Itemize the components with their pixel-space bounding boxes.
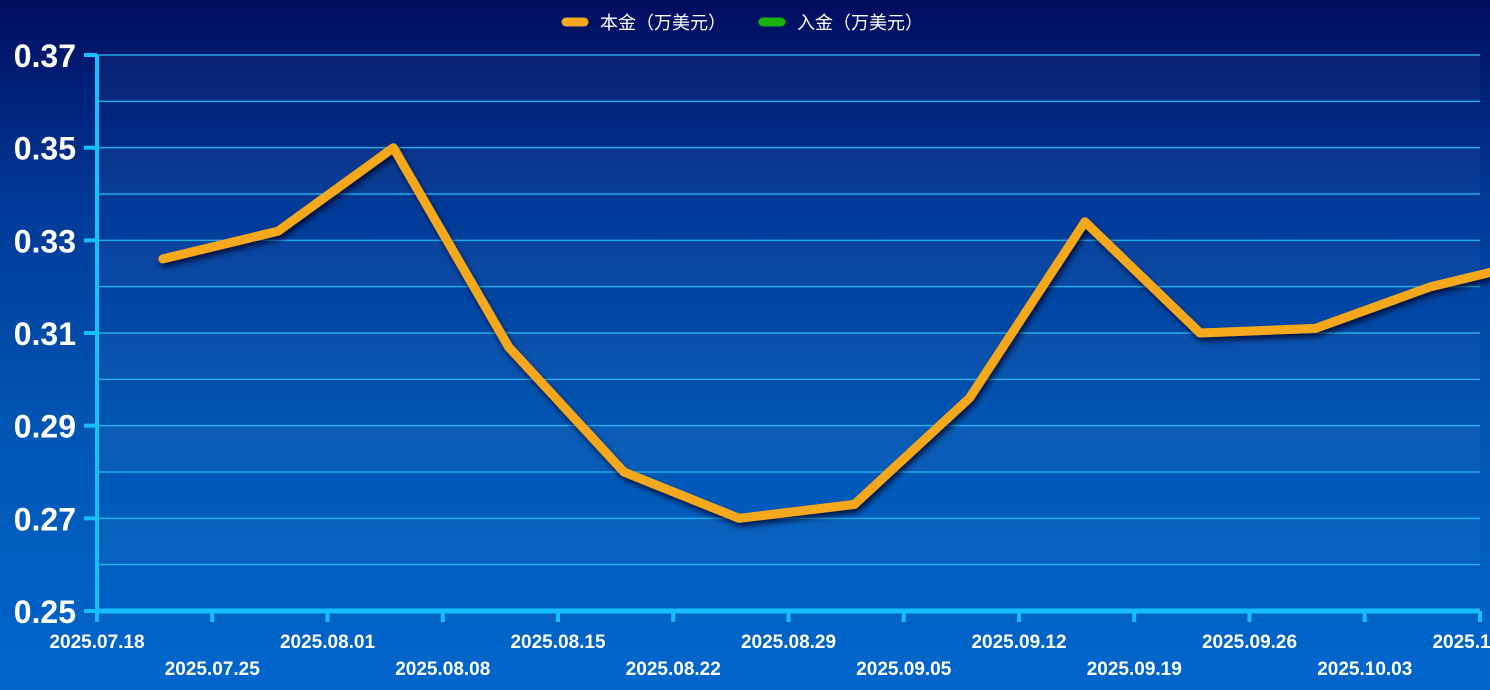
legend-item-series-1[interactable]: 入金（万美元） [758, 13, 923, 34]
y-tick-label: 0.27 [14, 501, 76, 537]
x-tick-label: 2025.10.03 [1317, 659, 1412, 680]
x-tick-label: 2025.08.22 [626, 659, 721, 680]
grid-lines [97, 54, 1480, 566]
grid-band [97, 148, 1480, 194]
x-tick-label: 2025.10.10 [1432, 632, 1490, 653]
legend-label-series-0: 本金（万美元） [600, 13, 726, 34]
x-tick-label: 2025.09.26 [1202, 632, 1297, 653]
x-tick-label: 2025.09.12 [971, 632, 1066, 653]
grid-band [97, 426, 1480, 472]
y-tick-label: 0.33 [14, 223, 76, 259]
legend-label-series-1: 入金（万美元） [797, 13, 923, 34]
series-line-0 [158, 143, 1490, 523]
grid-band [97, 333, 1480, 379]
x-tick-label: 2025.08.01 [280, 632, 376, 653]
y-tick-label: 0.29 [14, 409, 76, 445]
x-tick-label: 2025.07.25 [165, 659, 261, 680]
x-tick-label: 2025.08.29 [741, 632, 836, 653]
y-tick-label: 0.35 [14, 131, 76, 167]
x-tick-label: 2025.08.08 [395, 659, 490, 680]
grid-band [97, 240, 1480, 286]
legend-item-series-0[interactable]: 本金（万美元） [561, 13, 726, 34]
plot-bands [97, 55, 1480, 565]
x-axis-ticks: 2025.07.18 2025.07.25 2025.08.01 2025.08.08… [49, 611, 1490, 680]
y-tick-label: 0.37 [14, 38, 76, 74]
x-tick-label: 2025.09.19 [1087, 659, 1182, 680]
x-tick-label: 2025.08.15 [510, 632, 606, 653]
y-tick-label: 0.25 [14, 594, 76, 630]
grid-band [97, 518, 1480, 564]
x-tick-label: 2025.09.05 [856, 659, 952, 680]
y-tick-label: 0.31 [14, 316, 76, 352]
y-axis-ticks: 0.25 0.27 0.29 0.31 0.33 0.35 0.37 [14, 38, 97, 630]
grid-band [97, 55, 1480, 101]
series-lines [158, 143, 1490, 523]
legend: 本金（万美元） 入金（万美元） [561, 13, 923, 34]
x-tick-label: 2025.07.18 [49, 632, 144, 653]
